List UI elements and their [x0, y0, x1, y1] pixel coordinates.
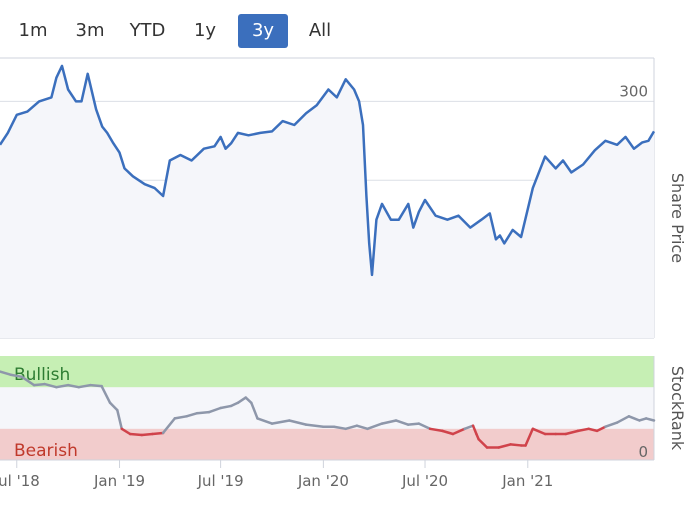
x-tick-label: Jan '21: [501, 472, 553, 490]
range-button-1y[interactable]: 1y: [193, 20, 217, 41]
rank-series-segment: [366, 422, 384, 431]
rank-series-segment: [256, 417, 274, 425]
rank-series-segment: [151, 431, 165, 436]
rank-series-segment: [355, 424, 369, 431]
rank-series-segment: [173, 415, 188, 420]
rank-series-segment: [332, 425, 347, 431]
rank-series-segment: [587, 427, 599, 433]
rank-series-segment: [644, 417, 656, 422]
rank-series-segment: [20, 375, 36, 387]
rank-series-segment: [244, 396, 253, 405]
rank-series-segment: [576, 427, 590, 433]
rank-series-segment: [407, 422, 421, 426]
rank-series-segment: [524, 427, 535, 447]
rank-series-segment: [43, 382, 58, 389]
rank-series-segment: [595, 425, 607, 433]
price-series-line: [0, 64, 656, 277]
x-tick-label: Jul '20: [401, 472, 448, 490]
rank-series-segment: [207, 406, 222, 414]
rank-axis-title: StockRank: [668, 366, 687, 451]
rank-series-segment: [497, 443, 512, 449]
range-button-3m[interactable]: 3m: [75, 20, 105, 41]
rank-y-tick-label: 0: [638, 443, 648, 461]
rank-series-segment: [451, 427, 466, 436]
rank-series-segment: [108, 401, 119, 412]
rank-series-segment: [195, 410, 211, 415]
rank-series-segment: [344, 424, 359, 431]
rank-series-segment: [509, 443, 523, 447]
rank-series-segment: [615, 415, 631, 424]
range-button-ytd[interactable]: YTD: [129, 20, 166, 41]
rank-series-segment: [441, 429, 455, 436]
rank-series-segment: [471, 424, 478, 436]
rank-series-segment: [128, 432, 144, 437]
bullish-label: Bullish: [14, 365, 70, 385]
rank-series-segment: [531, 427, 547, 436]
rank-series-segment: [120, 427, 132, 436]
price-y-tick-label: 300: [619, 82, 648, 100]
bullish-band: [0, 356, 654, 388]
rank-series-segment: [32, 382, 46, 387]
rank-series-segment: [100, 384, 112, 405]
range-button-1m[interactable]: 1m: [18, 20, 48, 41]
rank-series-segment: [116, 408, 124, 431]
bearish-label: Bearish: [14, 441, 78, 461]
x-tick-label: Jan '20: [297, 472, 349, 490]
rank-series-segment: [236, 396, 247, 405]
rank-series-segment: [394, 419, 410, 426]
range-button-all[interactable]: All: [308, 20, 332, 41]
rank-series-segment: [304, 423, 325, 428]
x-tick-label: Jul '18: [0, 472, 40, 490]
rank-series-segment: [564, 429, 580, 436]
rank-series-segment: [250, 401, 259, 420]
rank-series-segment: [161, 417, 177, 435]
rank-series-segment: [9, 373, 24, 379]
range-selector: 1m 3m YTD 1y 3y All: [0, 14, 699, 50]
x-tick-label: Jul '19: [197, 472, 244, 490]
rank-series-segment: [417, 422, 432, 431]
rank-series-segment: [185, 411, 199, 418]
rank-series-segment: [0, 370, 12, 376]
rank-series-segment: [219, 404, 233, 410]
rank-series-segment: [627, 415, 641, 422]
rank-series-segment: [604, 421, 619, 428]
price-axis-title: Share Price: [668, 173, 687, 263]
rank-series-segment: [380, 419, 398, 425]
range-button-3y[interactable]: 3y: [238, 14, 288, 48]
rank-series-segment: [428, 427, 444, 433]
rank-series-segment: [89, 383, 103, 388]
rank-series-segment: [140, 432, 154, 437]
rank-series-segment: [477, 437, 489, 449]
x-tick-label: Jan '19: [93, 472, 145, 490]
rank-series-segment: [463, 424, 475, 431]
rank-series-segment: [66, 383, 80, 389]
price-area-fill: [0, 65, 654, 339]
rank-series-segment: [77, 383, 92, 389]
rank-series-segment: [270, 419, 291, 425]
rank-series-segment: [55, 383, 70, 389]
rank-series-segment: [288, 419, 308, 426]
